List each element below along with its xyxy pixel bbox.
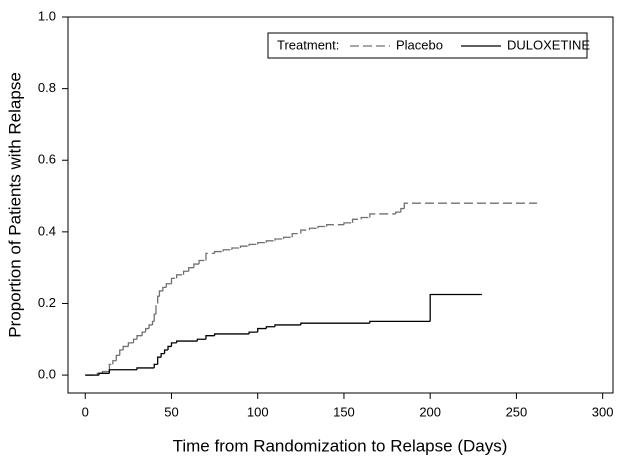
step-segment: [165, 283, 172, 288]
step-segment: [132, 338, 137, 343]
step-segment: [188, 267, 194, 272]
step-segment: [170, 277, 177, 284]
step-segment: [400, 207, 405, 213]
x-tick-label: 100: [247, 404, 269, 419]
step-segment: [151, 320, 155, 325]
step-segment: [144, 327, 150, 333]
step-segment: [360, 216, 370, 220]
y-axis-title: Proportion of Patients with Relapse: [5, 72, 24, 338]
step-segment: [222, 249, 232, 252]
step-segment: [148, 324, 153, 329]
step-segment: [153, 363, 158, 368]
step-segment: [115, 354, 120, 361]
step-segment: [157, 295, 160, 304]
step-segment: [300, 229, 310, 234]
step-segment: [136, 367, 155, 370]
step-segment: [205, 335, 215, 340]
step-segment: [176, 340, 198, 343]
step-segment: [248, 331, 258, 334]
step-segment: [308, 227, 319, 231]
step-segment: [163, 349, 169, 354]
step-segment: [274, 324, 301, 327]
step-segment: [369, 213, 396, 218]
x-tick-label: 200: [419, 404, 441, 419]
step-segment: [231, 247, 241, 250]
step-segment: [282, 236, 293, 240]
step-segment: [213, 250, 224, 254]
step-segment: [403, 202, 538, 209]
step-segment: [257, 241, 267, 245]
step-segment: [274, 238, 284, 241]
step-segment: [196, 338, 206, 342]
legend-title: Treatment:: [277, 37, 339, 52]
step-segment: [198, 259, 206, 265]
x-tick-label: 0: [82, 404, 89, 419]
step-segment: [98, 372, 110, 376]
step-segment: [182, 270, 189, 275]
step-segment: [157, 356, 162, 365]
step-segment: [351, 218, 362, 223]
y-tick-label: 0.4: [38, 223, 56, 238]
step-segment: [160, 352, 165, 358]
y-tick-label: 0.8: [38, 80, 56, 95]
step-segment: [119, 349, 124, 356]
step-segment: [429, 293, 482, 322]
legend-box: [267, 32, 588, 59]
step-segment: [317, 225, 327, 229]
step-segment: [193, 263, 200, 268]
step-segment: [326, 224, 344, 227]
step-segment: [343, 222, 353, 225]
x-axis-title: Time from Randomization to Relapse (Days…: [173, 436, 508, 455]
step-segment: [108, 369, 137, 374]
y-tick-label: 0.6: [38, 152, 56, 167]
step-segment: [170, 342, 177, 347]
step-segment: [153, 313, 156, 322]
step-segment: [155, 302, 158, 315]
legend-label: Placebo: [396, 37, 443, 52]
step-segment: [395, 211, 401, 214]
step-segment: [265, 326, 275, 329]
x-tick-label: 250: [506, 404, 528, 419]
step-segment: [257, 327, 267, 333]
step-segment: [158, 290, 163, 297]
step-segment: [122, 345, 129, 351]
legend-label: DULOXETINE: [507, 37, 590, 52]
step-segment: [112, 360, 117, 365]
y-tick-label: 1.0: [38, 8, 56, 23]
step-segment: [265, 240, 275, 243]
step-segment: [213, 333, 250, 336]
step-segment: [248, 243, 258, 247]
step-segment: [291, 232, 301, 238]
step-segment: [167, 345, 172, 351]
plot-frame: [67, 16, 614, 394]
step-segment: [239, 245, 250, 248]
step-segment: [205, 252, 215, 261]
legend: Treatment:: [267, 32, 588, 59]
x-tick-label: 300: [592, 404, 614, 419]
step-segment: [141, 331, 146, 336]
step-segment: [300, 322, 370, 325]
step-segment: [162, 286, 167, 291]
step-segment: [369, 320, 431, 324]
y-tick-label: 0.0: [38, 367, 56, 382]
step-segment: [176, 274, 184, 279]
step-segment: [136, 335, 143, 340]
x-tick-label: 150: [333, 404, 355, 419]
x-tick-label: 50: [164, 404, 178, 419]
y-tick-label: 0.2: [38, 295, 56, 310]
step-segment: [127, 342, 134, 347]
